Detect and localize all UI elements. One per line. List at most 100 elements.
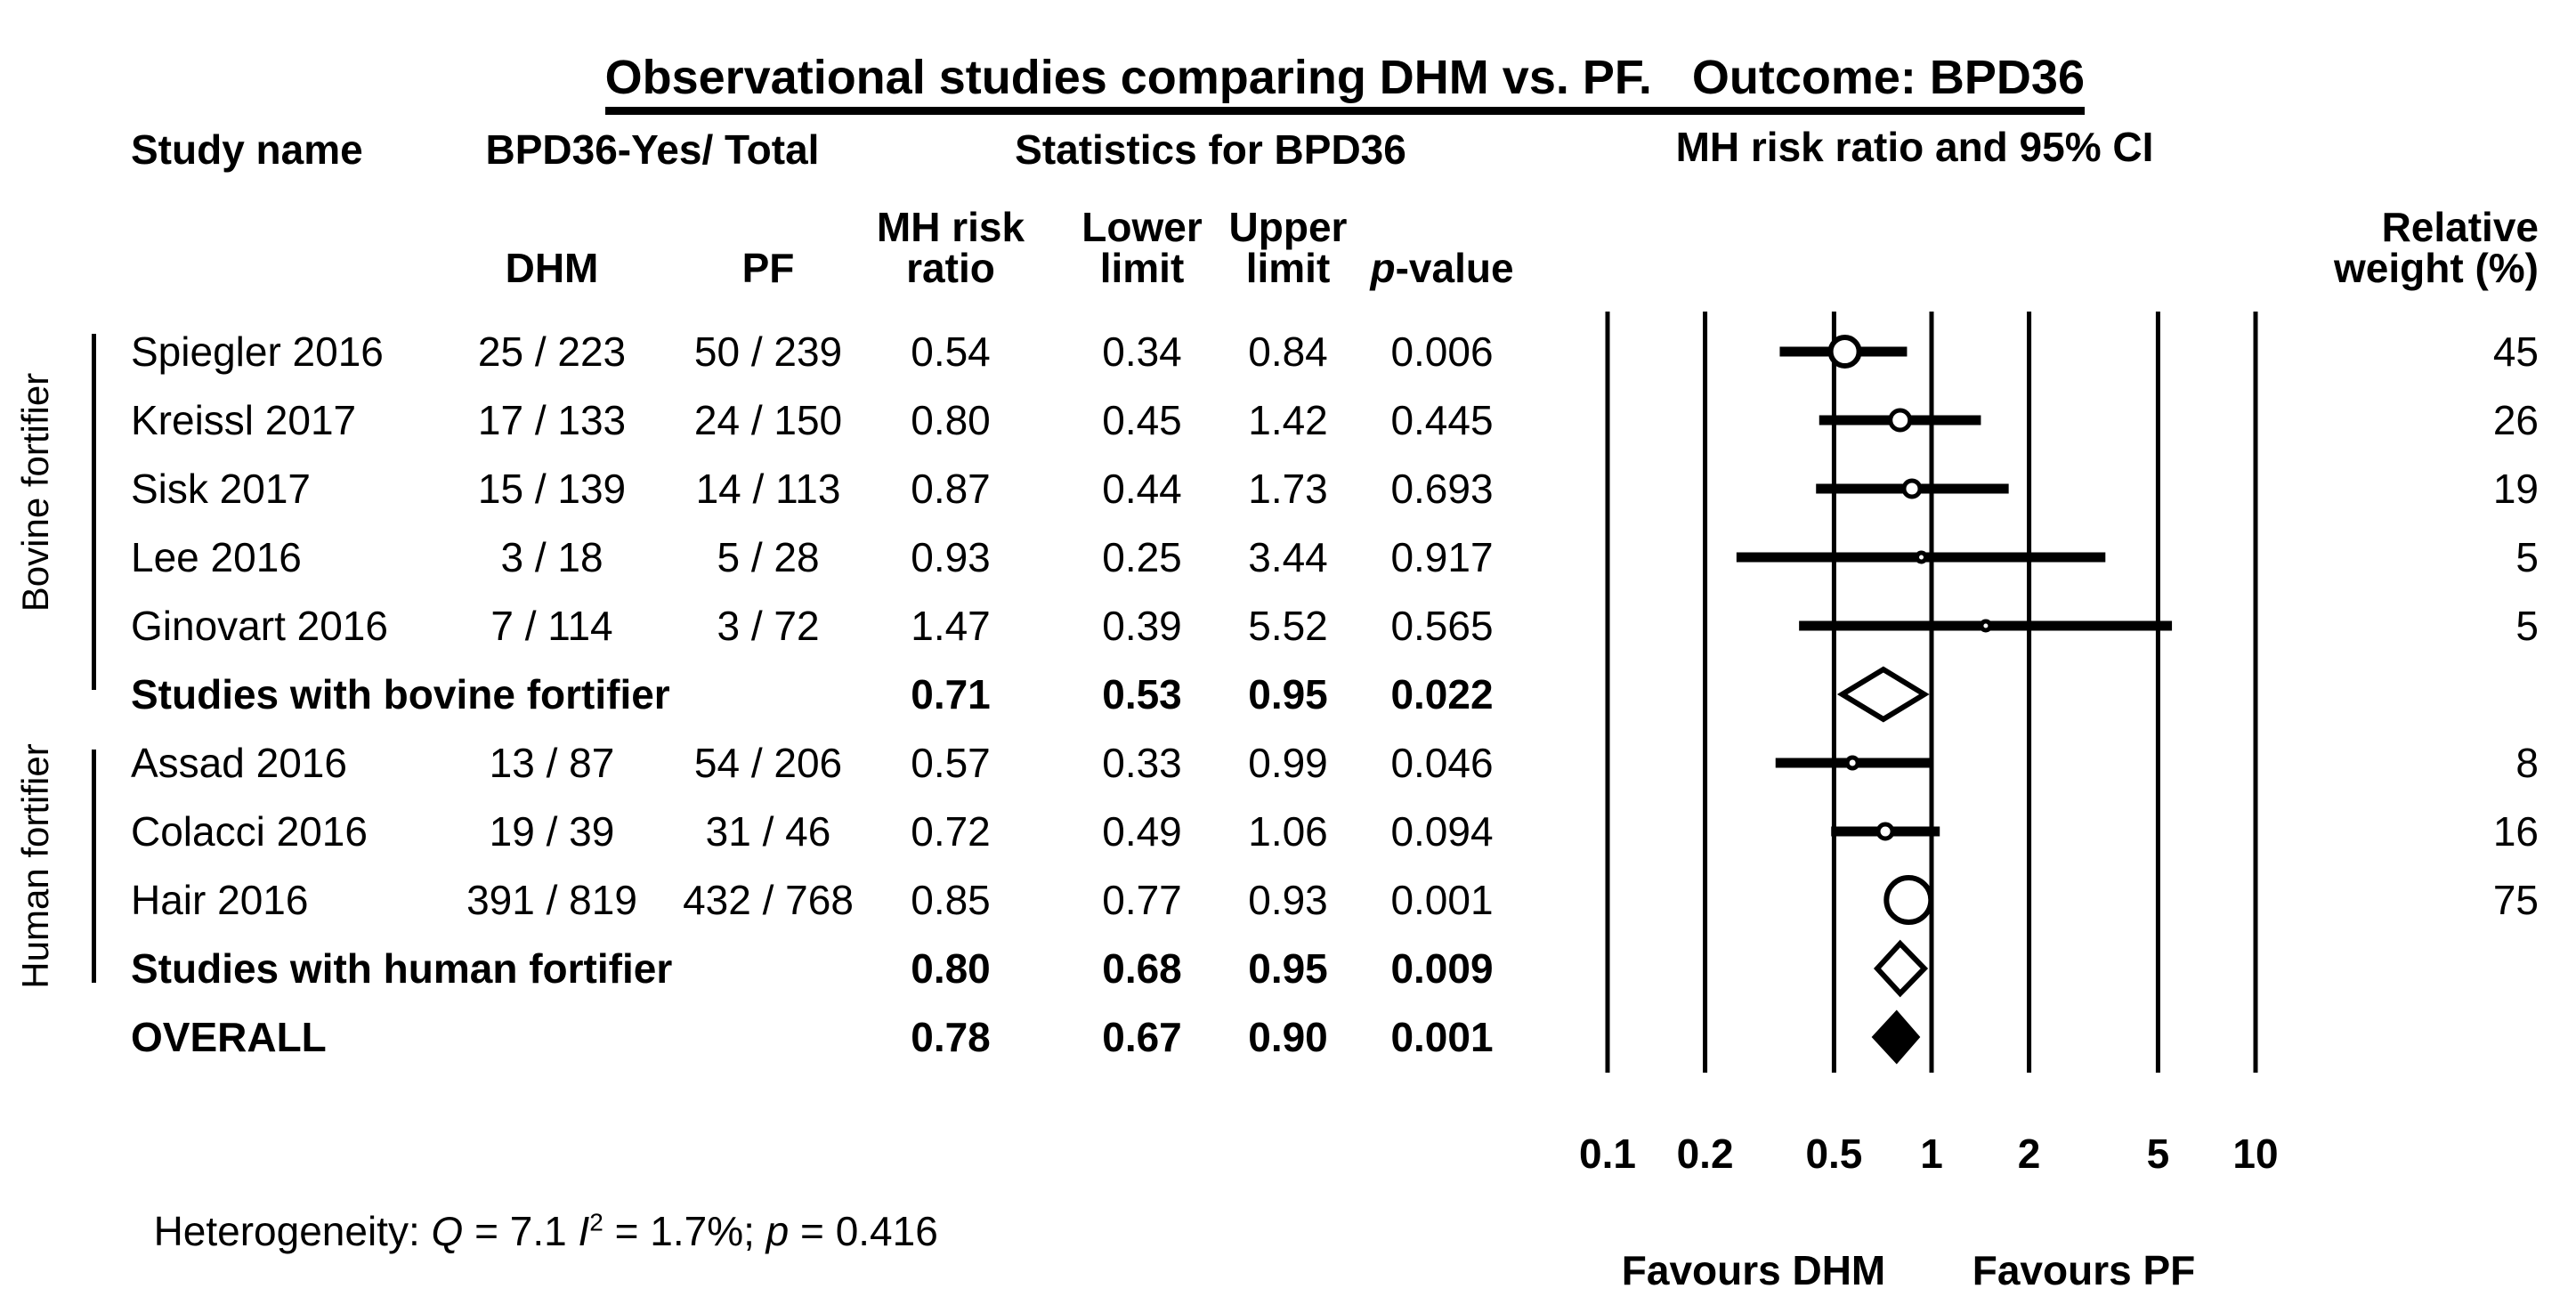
lower-limit-value: 0.49: [1102, 808, 1182, 855]
p-value: 0.693: [1390, 466, 1494, 512]
column-header-study-name: Study name: [131, 126, 363, 173]
dhm-events-value: 25 / 223: [477, 328, 627, 375]
point-estimate-marker: [1979, 619, 1993, 633]
subtotal-diamond: [1836, 666, 1930, 723]
upper-limit-value: 3.44: [1248, 534, 1328, 580]
heterogeneity-note: Heterogeneity: Q = 7.1 I2 = 1.7%; p = 0.…: [153, 1208, 938, 1254]
risk-ratio-value: 1.47: [911, 603, 991, 649]
column-header-p-value: p-value: [1370, 245, 1514, 291]
pf-events-value: 14 / 113: [695, 466, 841, 512]
study-label: Kreissl 2017: [131, 397, 357, 443]
point-estimate-marker: [1901, 478, 1923, 499]
dhm-events-value: 7 / 114: [490, 603, 613, 649]
dhm-events-value: 13 / 87: [489, 740, 615, 786]
column-header-dhm: DHM: [505, 245, 599, 291]
upper-limit-value: 0.90: [1248, 1014, 1328, 1060]
column-header-events-total: BPD36-Yes/ Total: [485, 126, 820, 173]
figure-title-text: Observational studies comparing DHM vs. …: [604, 53, 2085, 115]
lower-limit-value: 0.53: [1102, 671, 1182, 717]
study-label: Lee 2016: [131, 534, 302, 580]
relative-weight-value: 26: [2492, 397, 2539, 443]
point-estimate-marker: [1888, 408, 1913, 433]
group-bracket-human: [92, 750, 96, 983]
dhm-events-value: 19 / 39: [489, 808, 615, 855]
p-value: 0.009: [1390, 945, 1494, 992]
plot-header-risk-ratio-ci: MH risk ratio and 95% CI: [1675, 124, 2154, 170]
p-value: 0.046: [1390, 740, 1494, 786]
overall-diamond: [1871, 1009, 1921, 1065]
point-estimate-marker: [1827, 335, 1862, 369]
study-label: Studies with bovine fortifier: [131, 671, 670, 717]
study-label: Ginovart 2016: [131, 603, 388, 649]
lower-limit-value: 0.25: [1102, 534, 1182, 580]
upper-limit-value: 0.95: [1248, 671, 1328, 717]
lower-limit-value: 0.67: [1102, 1014, 1182, 1060]
risk-ratio-value: 0.72: [911, 808, 991, 855]
column-header-lower-limit: Lower limit: [1081, 204, 1203, 291]
lower-limit-value: 0.45: [1102, 397, 1182, 443]
column-header-relative-weight: Relative weight (%): [2334, 204, 2539, 291]
upper-limit-value: 0.84: [1248, 328, 1328, 375]
risk-ratio-value: 0.71: [911, 671, 991, 717]
point-estimate-marker: [1875, 822, 1895, 841]
relative-weight-value: 5: [2515, 534, 2539, 580]
risk-ratio-value: 0.80: [911, 945, 991, 992]
upper-limit-value: 5.52: [1248, 603, 1328, 649]
risk-ratio-value: 0.78: [911, 1014, 991, 1060]
lower-limit-value: 0.44: [1102, 466, 1182, 512]
lower-limit-value: 0.33: [1102, 740, 1182, 786]
pf-events-value: 24 / 150: [693, 397, 843, 443]
point-estimate-marker: [1844, 755, 1860, 771]
subtotal-diamond: [1873, 939, 1929, 998]
p-value: 0.917: [1390, 534, 1494, 580]
upper-limit-value: 1.06: [1248, 808, 1328, 855]
axis-tick-label-1: 1: [1920, 1131, 1943, 1177]
pf-events-value: 5 / 28: [717, 534, 820, 580]
axis-tick-label-2: 2: [2017, 1131, 2041, 1177]
p-value: 0.001: [1390, 1014, 1494, 1060]
risk-ratio-value: 0.54: [911, 328, 991, 375]
relative-weight-value: 8: [2515, 740, 2539, 786]
group-bracket-bovine: [92, 334, 96, 690]
study-label: Assad 2016: [131, 740, 347, 786]
column-header-pf: PF: [741, 245, 795, 291]
dhm-events-value: 15 / 139: [477, 466, 627, 512]
upper-limit-value: 1.73: [1248, 466, 1328, 512]
relative-weight-value: 75: [2492, 877, 2539, 923]
p-value: 0.001: [1390, 877, 1494, 923]
study-label: Hair 2016: [131, 877, 309, 923]
lower-limit-value: 0.34: [1102, 328, 1182, 375]
p-value: 0.094: [1390, 808, 1494, 855]
point-estimate-marker: [1883, 875, 1934, 925]
upper-limit-value: 1.42: [1248, 397, 1328, 443]
p-value: 0.006: [1390, 328, 1494, 375]
figure-title: Observational studies comparing DHM vs. …: [582, 16, 2085, 115]
lower-limit-value: 0.68: [1102, 945, 1182, 992]
risk-ratio-value: 0.85: [911, 877, 991, 923]
dhm-events-value: 391 / 819: [466, 877, 637, 923]
dhm-events-value: 17 / 133: [477, 397, 627, 443]
p-value: 0.565: [1390, 603, 1494, 649]
axis-tick-label-10: 10: [2232, 1131, 2279, 1177]
axis-tick-label-0.1: 0.1: [1579, 1131, 1636, 1177]
favours-left-label: Favours DHM: [1621, 1247, 1886, 1293]
risk-ratio-value: 0.80: [911, 397, 991, 443]
pf-events-value: 50 / 239: [693, 328, 843, 375]
p-value: 0.445: [1390, 397, 1494, 443]
study-label: Spiegler 2016: [131, 328, 384, 375]
risk-ratio-value: 0.57: [911, 740, 991, 786]
pf-events-value: 432 / 768: [683, 877, 854, 923]
p-value: 0.022: [1390, 671, 1494, 717]
relative-weight-value: 19: [2492, 466, 2539, 512]
lower-limit-value: 0.39: [1102, 603, 1182, 649]
study-label: Sisk 2017: [131, 466, 312, 512]
relative-weight-value: 5: [2515, 603, 2539, 649]
pf-events-value: 3 / 72: [717, 603, 820, 649]
dhm-events-value: 3 / 18: [500, 534, 603, 580]
axis-tick-label-0.2: 0.2: [1676, 1131, 1734, 1177]
upper-limit-value: 0.95: [1248, 945, 1328, 992]
relative-weight-value: 16: [2492, 808, 2539, 855]
upper-limit-value: 0.93: [1248, 877, 1328, 923]
